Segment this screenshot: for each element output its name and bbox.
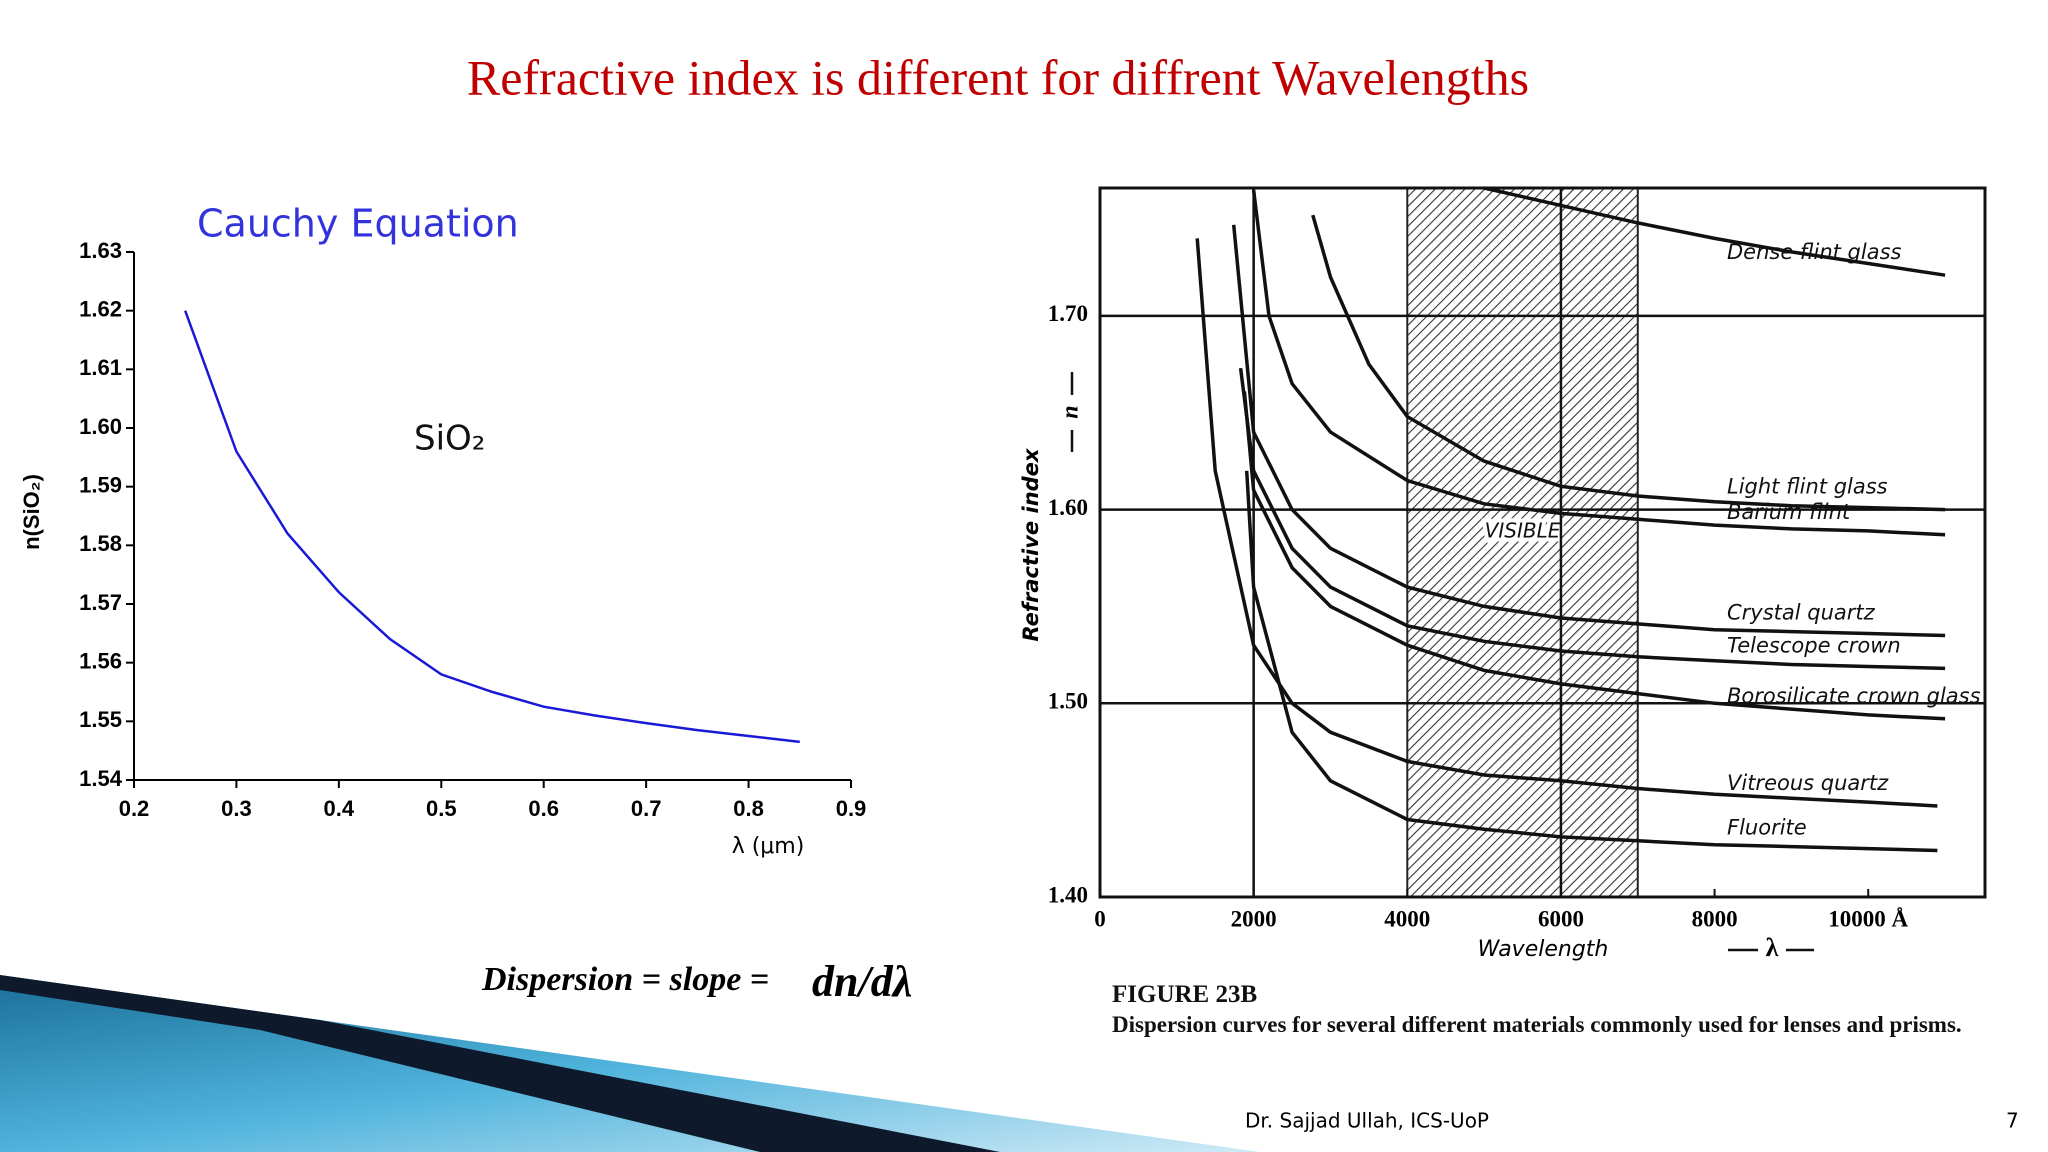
y-axis-symbol: n — [1058, 405, 1084, 418]
series-line — [184, 310, 800, 744]
y-tick-label: 1.63 — [79, 238, 122, 263]
y-axis-label: Refractive index — [1019, 447, 1043, 641]
series-line — [1244, 470, 1938, 853]
y-tick-label: 1.58 — [79, 531, 122, 556]
annotation: SiO₂ — [414, 419, 485, 459]
y-tick-label: 1.61 — [79, 355, 122, 380]
y-axis-label: n(SiO₂) — [19, 474, 44, 550]
series-label: Fluorite — [1727, 816, 1807, 840]
x-tick-label: 0.7 — [631, 796, 662, 821]
series-line — [1231, 224, 1946, 638]
x-tick-label: 2000 — [1231, 906, 1277, 931]
series-label: Dense flint glass — [1727, 240, 1902, 264]
x-tick-label: 0.8 — [733, 796, 764, 821]
series-line — [1238, 367, 1946, 671]
page-number: 7 — [2006, 1109, 2019, 1133]
figure-caption: Dispersion curves for several different … — [1112, 1012, 1962, 1037]
x-tick-label: 0.9 — [836, 796, 867, 821]
y-tick-label: 1.50 — [1048, 689, 1088, 714]
series-line — [1242, 391, 1946, 721]
y-tick-label: 1.54 — [79, 766, 123, 791]
footer-author: Dr. Sajjad Ullah, ICS-UoP — [1245, 1109, 1489, 1133]
y-tick-label: 1.59 — [79, 472, 122, 497]
x-tick-label: 4000 — [1384, 906, 1430, 931]
series-label: Borosilicate crown glass — [1727, 684, 1981, 708]
y-tick-label: 1.62 — [79, 296, 122, 321]
series-label: Light flint glass — [1727, 475, 1888, 499]
slide-title: Refractive index is different for diffre… — [467, 49, 1529, 105]
x-tick-label: 0.2 — [119, 796, 150, 821]
x-tick-label: 0.4 — [324, 796, 355, 821]
series-line — [1311, 214, 1946, 512]
series-line — [1483, 186, 1946, 277]
decor-swoosh — [0, 975, 1260, 1152]
x-axis-label: λ (μm) — [732, 834, 805, 859]
x-tick-label: 8000 — [1692, 906, 1738, 931]
y-tick-label: 1.55 — [79, 707, 122, 732]
figure-caption-block: FIGURE 23B Dispersion curves for several… — [1112, 980, 2002, 1040]
y-tick-label: 1.57 — [79, 590, 122, 615]
x-axis-label: Wavelength — [1478, 937, 1609, 962]
series-line — [1195, 238, 1938, 808]
x-axis-symbol: λ — [1766, 933, 1779, 962]
y-tick-label: 1.40 — [1048, 882, 1088, 907]
band-label: VISIBLE — [1485, 519, 1561, 543]
y-tick-label: 1.60 — [79, 414, 122, 439]
x-tick-label: 10000 Å — [1828, 906, 1908, 931]
formula-expression: dn/dλ — [812, 957, 912, 1006]
y-tick-label: 1.60 — [1048, 495, 1088, 520]
x-tick-label: 0.5 — [426, 796, 457, 821]
y-tick-label: 1.70 — [1048, 301, 1088, 326]
series-label: Telescope crown — [1727, 633, 1901, 657]
chart-title: Cauchy Equation — [197, 202, 519, 246]
visible-band — [1406, 187, 1639, 898]
series-label: Vitreous quartz — [1727, 771, 1889, 795]
x-tick-label: 0.3 — [221, 796, 252, 821]
series-label: Barium flint — [1727, 500, 1851, 524]
figure-label: FIGURE 23B — [1112, 981, 1258, 1008]
x-tick-label: 0.6 — [528, 796, 559, 821]
y-tick-label: 1.56 — [79, 648, 122, 673]
x-tick-label: 0 — [1094, 906, 1106, 931]
decor-stripe — [0, 975, 1000, 1152]
series-label: Crystal quartz — [1727, 600, 1876, 624]
x-tick-label: 6000 — [1538, 906, 1584, 931]
series-line — [1251, 189, 1946, 537]
formula-text: Dispersion = slope = — [481, 961, 769, 998]
